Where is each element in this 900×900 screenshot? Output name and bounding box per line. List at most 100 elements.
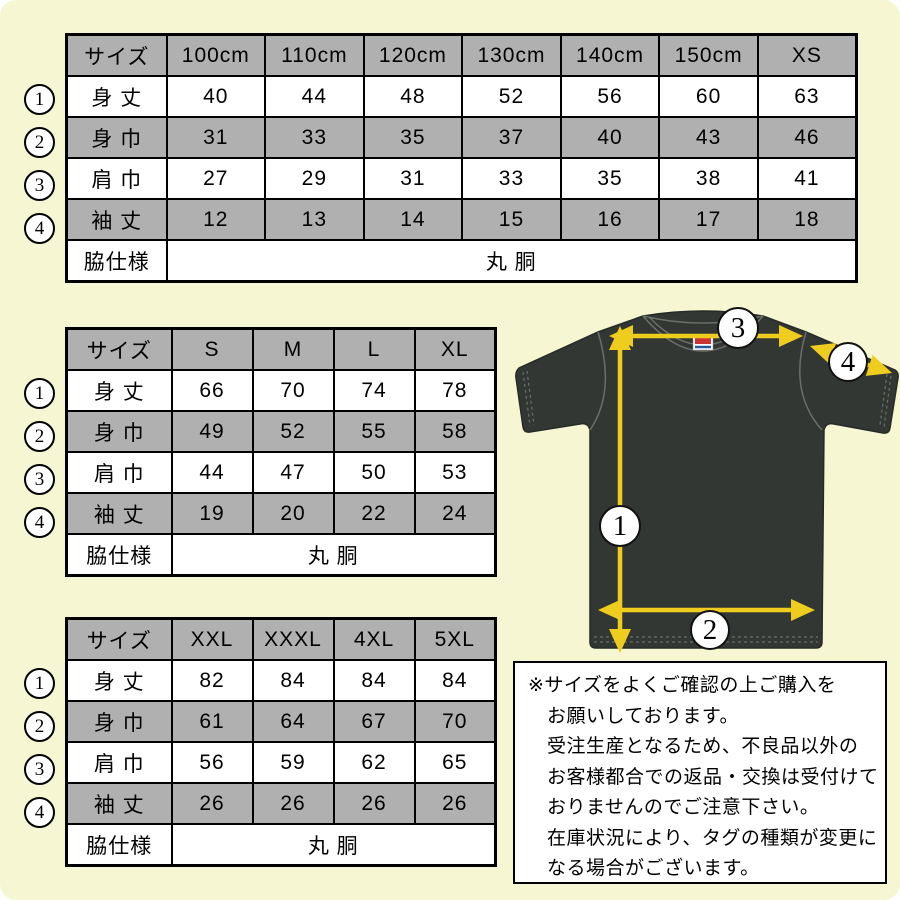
measure-value: 29: [264, 157, 365, 200]
measure-value: 65: [413, 741, 497, 784]
measure-value: 44: [170, 451, 254, 494]
column-header: 5XL: [413, 617, 497, 661]
measure-value: 38: [658, 157, 759, 200]
column-header: 130cm: [461, 33, 562, 77]
measure-value: 26: [251, 782, 335, 825]
marker-3: 3: [731, 312, 746, 344]
measure-label: 身 丈: [65, 75, 168, 118]
measure-value: 49: [170, 410, 254, 453]
size-table-adult: サイズ S M L XL 身 丈 66 70 74 78 身 巾 49 52 55 58 肩 巾 44 47 50 5…: [65, 327, 497, 577]
measure-value: 17: [658, 198, 759, 241]
measure-value: 33: [461, 157, 562, 200]
measure-value: 24: [413, 492, 497, 535]
size-table: サイズ S M L XL 身 丈 66 70 74 78 身 巾 49 52 55 58 肩 巾 44 47 50 5…: [65, 327, 497, 577]
measure-value: 14: [362, 198, 464, 241]
column-header: XXXL: [251, 617, 335, 661]
row-marker-4: 4: [24, 507, 55, 538]
size-table-kids: サイズ 100cm 110cm 120cm 130cm 140cm 150cm XS 身 丈 40…: [65, 33, 858, 283]
measure-value: 62: [332, 741, 416, 784]
column-header: S: [170, 327, 254, 371]
measure-value: 70: [251, 369, 335, 412]
measure-value: 84: [413, 659, 497, 702]
measure-value: 40: [165, 75, 267, 118]
column-header: XS: [756, 33, 858, 77]
column-header: 150cm: [658, 33, 759, 77]
measure-value: 48: [362, 75, 464, 118]
measure-value: 26: [413, 782, 497, 825]
arrow-body-width: [598, 599, 815, 621]
column-header: XL: [413, 327, 497, 371]
measure-value: 59: [251, 741, 335, 784]
measure-value: 18: [756, 198, 858, 241]
measure-value: 56: [559, 75, 661, 118]
measure-value: 16: [559, 198, 661, 241]
size-table: サイズ XXL XXXL 4XL 5XL 身 丈 82 84 84 84 身 巾 61 64 67 70 肩 …: [65, 617, 497, 867]
measure-value: 84: [332, 659, 416, 702]
measure-label: 身 丈: [65, 369, 173, 412]
measure-value: 64: [251, 700, 335, 743]
measure-value: 47: [251, 451, 335, 494]
size-header-cell: サイズ: [65, 33, 168, 77]
measure-value: 31: [165, 116, 267, 159]
measure-value: 22: [332, 492, 416, 535]
measure-value: 60: [658, 75, 759, 118]
measure-value: 82: [170, 659, 254, 702]
measure-value: 66: [170, 369, 254, 412]
measure-value: 50: [332, 451, 416, 494]
measure-value: 52: [251, 410, 335, 453]
measure-value: 52: [461, 75, 562, 118]
marker-1: 1: [613, 510, 628, 542]
side-spec-label: 脇仕様: [65, 239, 168, 283]
column-header: M: [251, 327, 335, 371]
measure-value: 58: [413, 410, 497, 453]
side-spec-value: 丸 胴: [170, 823, 497, 867]
row-marker-2: 2: [24, 421, 55, 452]
row-marker-1: 1: [24, 668, 55, 699]
measure-value: 35: [362, 116, 464, 159]
measure-value: 33: [264, 116, 365, 159]
side-spec-value: 丸 胴: [165, 239, 858, 283]
measure-value: 78: [413, 369, 497, 412]
measure-label: 袖 丈: [65, 492, 173, 535]
notice-line: 受注生産となるため、不良品以外の: [547, 736, 859, 757]
column-header: L: [332, 327, 416, 371]
measure-label: 袖 丈: [65, 782, 173, 825]
measure-value: 41: [756, 157, 858, 200]
column-header: 110cm: [264, 33, 365, 77]
measure-value: 46: [756, 116, 858, 159]
measure-value: 56: [170, 741, 254, 784]
measure-label: 袖 丈: [65, 198, 168, 241]
measure-label: 身 巾: [65, 410, 173, 453]
measure-value: 63: [756, 75, 858, 118]
measure-value: 53: [413, 451, 497, 494]
purchase-notice-box: ※サイズをよくご確認の上ご購入をお願いしております。受注生産となるため、不良品以…: [513, 661, 887, 884]
notice-line: お願いしております。: [547, 705, 739, 727]
measure-value: 19: [170, 492, 254, 535]
measure-value: 70: [413, 700, 497, 743]
measure-label: 身 巾: [65, 700, 173, 743]
row-marker-2: 2: [24, 711, 55, 742]
column-header: 4XL: [332, 617, 416, 661]
measure-label: 肩 巾: [65, 451, 173, 494]
side-spec-label: 脇仕様: [65, 823, 173, 867]
row-marker-4: 4: [24, 797, 55, 828]
row-marker-2: 2: [24, 127, 55, 158]
size-table: サイズ 100cm 110cm 120cm 130cm 140cm 150cm XS 身 丈 40…: [65, 33, 858, 283]
notice-line: ※サイズをよくご確認の上ご購入を: [528, 675, 837, 696]
measure-value: 84: [251, 659, 335, 702]
measure-value: 40: [559, 116, 661, 159]
diagram-markers: 3 4 1 2: [599, 307, 868, 650]
column-header: 120cm: [362, 33, 464, 77]
row-marker-4: 4: [24, 213, 55, 244]
size-header-cell: サイズ: [65, 327, 173, 371]
measure-value: 13: [264, 198, 365, 241]
notice-line: なる場合がございます。: [547, 858, 760, 879]
size-header-cell: サイズ: [65, 617, 173, 661]
notice-line: おりませんのでご注意下さい。: [547, 797, 820, 818]
measure-value: 55: [332, 410, 416, 453]
measure-value: 12: [165, 198, 267, 241]
measure-value: 74: [332, 369, 416, 412]
marker-4: 4: [841, 346, 856, 378]
tshirt-measurement-diagram: 3 4 1 2: [515, 307, 899, 653]
measure-value: 15: [461, 198, 562, 241]
